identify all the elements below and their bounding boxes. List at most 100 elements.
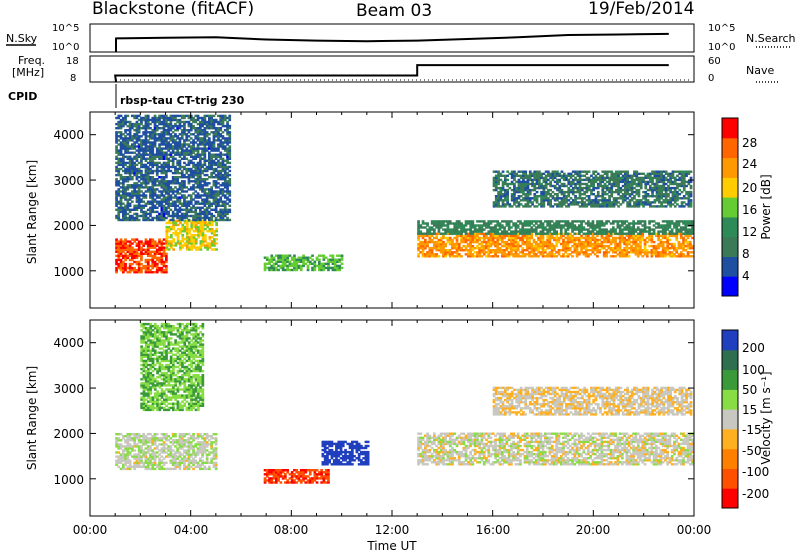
range-gate-cell	[199, 248, 203, 251]
range-gate-cell	[194, 230, 198, 233]
range-gate-cell	[187, 204, 191, 207]
range-gate-cell	[162, 116, 166, 120]
range-gate-cell	[135, 133, 139, 136]
range-gate-cell	[492, 203, 496, 206]
range-gate-cell	[133, 114, 136, 118]
range-gate-cell	[582, 232, 586, 235]
range-gate-cell	[612, 240, 615, 244]
range-gate-cell	[489, 236, 493, 240]
range-gate-cell	[592, 188, 595, 192]
range-gate-cell	[605, 228, 608, 231]
range-gate-cell	[519, 195, 523, 198]
range-gate-cell	[149, 141, 152, 144]
range-gate-cell	[192, 246, 196, 249]
range-gate-cell	[630, 236, 633, 240]
range-gate-cell	[569, 190, 573, 194]
range-gate-cell	[603, 203, 607, 206]
range-gate-cell	[167, 153, 170, 156]
range-gate-cell	[652, 244, 656, 248]
range-gate-cell	[183, 202, 186, 205]
range-gate-cell	[598, 222, 602, 225]
range-gate-cell	[160, 184, 164, 187]
range-gate-cell	[142, 200, 145, 203]
range-gate-cell	[183, 114, 186, 118]
range-gate-cell	[637, 184, 641, 188]
range-gate-cell	[165, 155, 168, 158]
range-gate-cell	[146, 190, 150, 193]
range-gate-cell	[149, 240, 152, 243]
range-gate-cell	[153, 200, 157, 203]
range-gate-cell	[603, 178, 607, 182]
range-gate-cell	[673, 249, 676, 252]
range-gate-cell	[487, 232, 491, 235]
range-gate-cell	[430, 238, 434, 242]
range-gate-cell	[519, 182, 523, 186]
range-gate-cell	[192, 244, 196, 247]
range-gate-cell	[122, 182, 125, 185]
range-gate-cell	[167, 127, 170, 130]
range-gate-cell	[549, 184, 552, 188]
range-gate-cell	[548, 226, 552, 229]
range-gate-cell	[684, 220, 688, 223]
range-gate-cell	[297, 264, 301, 268]
range-gate-cell	[169, 135, 173, 138]
range-gate-cell	[206, 246, 209, 249]
range-gate-cell	[669, 180, 672, 184]
range-gate-cell	[521, 251, 525, 254]
range-gate-cell	[523, 240, 527, 244]
range-gate-cell	[515, 180, 518, 184]
range-gate-cell	[181, 225, 185, 229]
range-gate-cell	[180, 147, 184, 150]
range-gate-cell	[610, 176, 614, 180]
range-gate-cell	[556, 170, 559, 173]
range-gate-cell	[637, 172, 641, 175]
range-gate-cell	[662, 174, 666, 177]
range-gate-cell	[146, 188, 150, 191]
range-gate-cell	[501, 205, 505, 208]
range-gate-cell	[605, 230, 608, 233]
range-gate-cell	[199, 178, 202, 181]
range-gate-cell	[178, 118, 182, 122]
range-gate-cell	[140, 266, 143, 270]
range-gate-cell	[623, 247, 626, 250]
range-gate-cell	[122, 176, 125, 179]
range-gate-cell	[133, 208, 136, 211]
range-gate-cell	[158, 147, 161, 150]
range-gate-cell	[510, 197, 514, 200]
range-gate-cell	[649, 188, 652, 192]
range-gate-cell	[533, 195, 537, 198]
range-gate-cell	[614, 230, 617, 233]
range-gate-cell	[115, 131, 118, 134]
range-gate-cell	[658, 205, 661, 208]
range-gate-cell	[158, 135, 161, 138]
range-gate-cell	[122, 153, 125, 156]
range-gate-cell	[467, 253, 470, 256]
range-gate-cell	[131, 192, 134, 195]
range-gate-cell	[512, 242, 515, 246]
range-gate-cell	[546, 238, 549, 242]
range-gate-cell	[122, 141, 125, 144]
range-gate-cell	[155, 264, 159, 268]
range-gate-cell	[491, 232, 495, 236]
range-gate-cell	[639, 180, 643, 184]
range-gate-cell	[614, 244, 617, 248]
range-gate-cell	[119, 141, 123, 144]
range-gate-cell	[158, 212, 161, 216]
range-gate-cell	[151, 120, 155, 124]
range-gate-cell	[605, 232, 608, 235]
range-gate-cell	[270, 254, 274, 257]
range-gate-cell	[670, 253, 674, 256]
range-gate-cell	[676, 197, 679, 200]
range-gate-cell	[131, 266, 134, 270]
range-gate-cell	[621, 255, 624, 258]
range-gate-cell	[664, 195, 668, 198]
range-gate-cell	[501, 234, 504, 238]
range-gate-cell	[684, 255, 688, 258]
range-gate-cell	[643, 224, 647, 227]
range-gate-cell	[497, 170, 500, 173]
range-gate-cell	[180, 180, 184, 183]
range-gate-cell	[558, 203, 562, 206]
range-gate-cell	[149, 192, 152, 195]
range-gate-cell	[548, 247, 552, 250]
range-gate-cell	[162, 252, 166, 255]
